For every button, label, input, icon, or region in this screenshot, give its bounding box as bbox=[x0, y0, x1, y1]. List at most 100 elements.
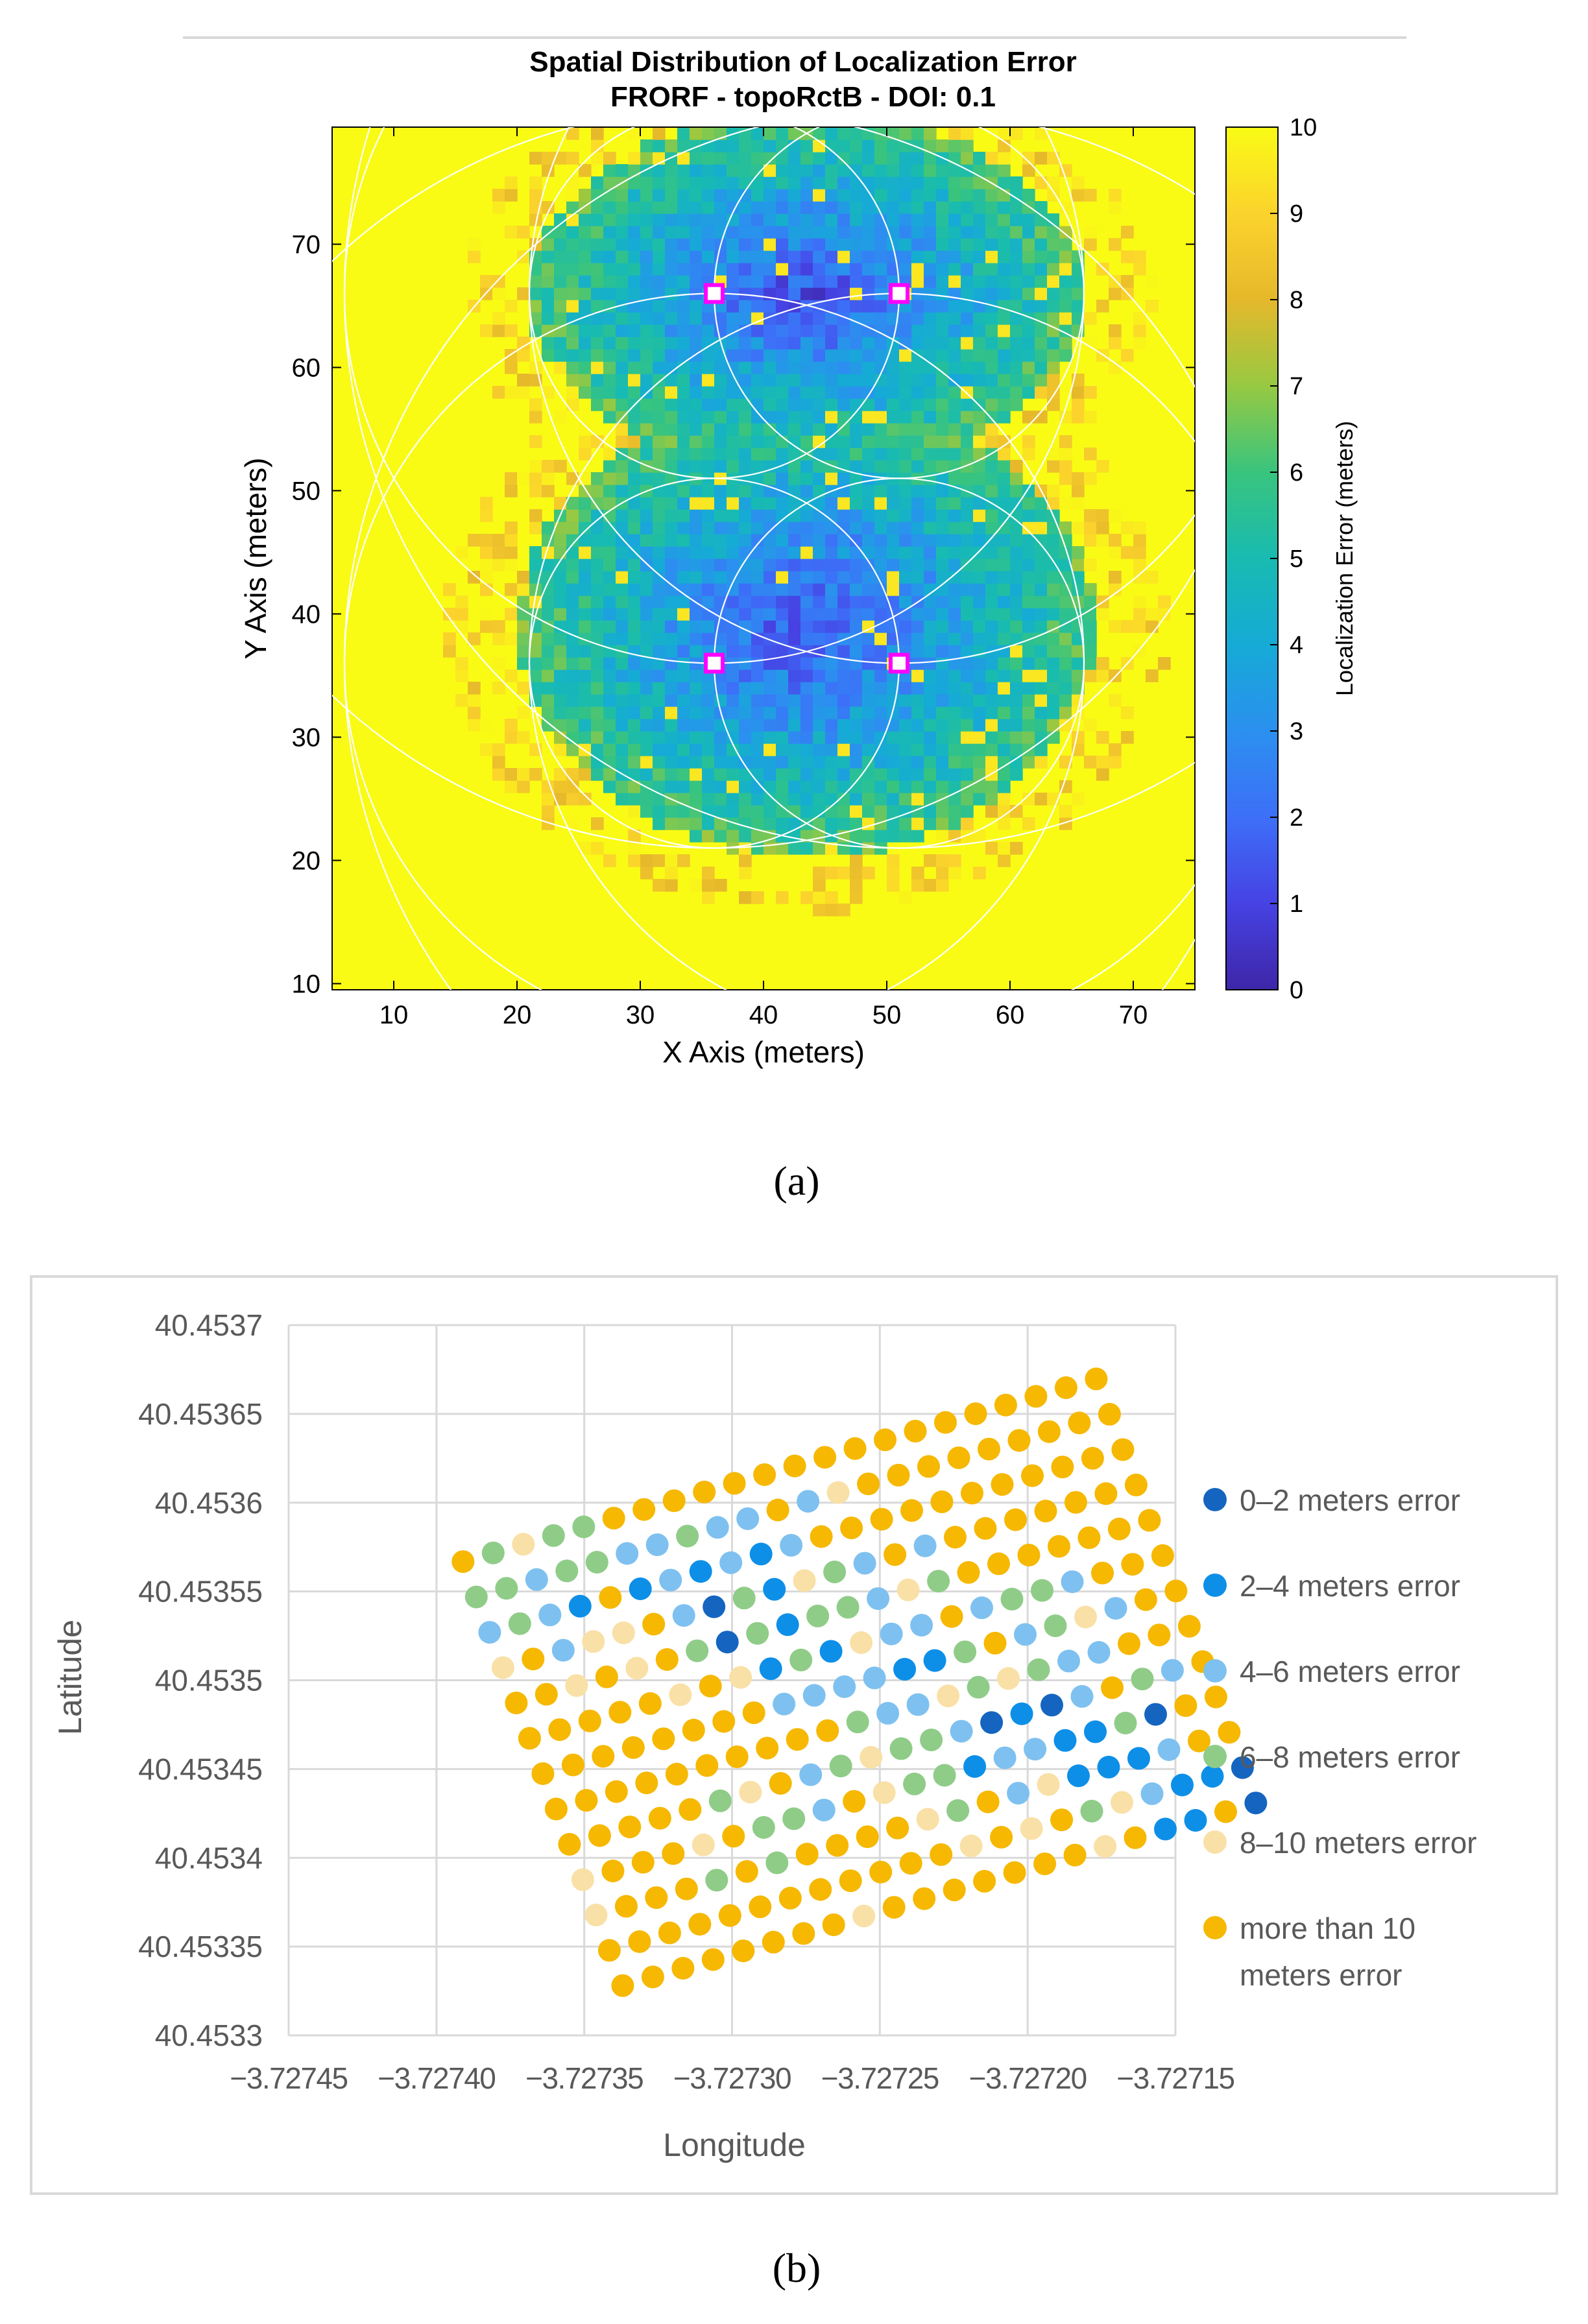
heatmap-cell bbox=[948, 632, 961, 645]
heatmap-cell bbox=[554, 768, 567, 781]
heatmap-cell bbox=[973, 780, 986, 793]
heatmap-cell bbox=[1022, 595, 1035, 608]
heatmap-cell bbox=[973, 793, 986, 806]
heatmap-cell bbox=[948, 854, 961, 867]
heatmap-cell bbox=[653, 312, 666, 325]
heatmap-cell bbox=[468, 238, 481, 251]
heatmap-cell bbox=[948, 546, 961, 559]
heatmap-cell bbox=[948, 226, 961, 239]
heatmap-cell bbox=[788, 558, 801, 571]
heatmap-cell bbox=[591, 139, 604, 152]
heatmap-cell bbox=[998, 238, 1011, 251]
heatmap-cell bbox=[899, 583, 912, 596]
heatmap-cell bbox=[899, 817, 912, 830]
heatmap-cell bbox=[739, 349, 752, 362]
heatmap-cell bbox=[985, 657, 998, 670]
heatmap-cell bbox=[825, 287, 838, 300]
heatmap-cell bbox=[874, 337, 887, 350]
heatmap-cell bbox=[591, 694, 604, 707]
heatmap-cell bbox=[764, 398, 776, 411]
heatmap-cell bbox=[677, 768, 690, 781]
data-point-5 bbox=[635, 1771, 658, 1795]
heatmap-cell bbox=[998, 583, 1011, 596]
data-point-2 bbox=[773, 1692, 796, 1716]
heatmap-cell bbox=[665, 386, 678, 399]
heatmap-cell bbox=[887, 213, 900, 226]
heatmap-cell bbox=[776, 287, 789, 300]
heatmap-cell bbox=[850, 485, 863, 497]
heatmap-cell bbox=[579, 226, 592, 239]
heatmap-cell bbox=[702, 448, 715, 461]
heatmap-cell bbox=[690, 780, 703, 793]
heatmap-cell bbox=[764, 472, 776, 485]
heatmap-cell bbox=[653, 423, 666, 436]
data-point-1 bbox=[963, 1755, 987, 1778]
data-point-5 bbox=[614, 1895, 638, 1918]
heatmap-cell bbox=[837, 521, 850, 534]
heatmap-cell bbox=[924, 571, 937, 584]
heatmap-cell bbox=[566, 472, 579, 485]
heatmap-cell bbox=[948, 706, 961, 719]
heatmap-cell bbox=[924, 854, 937, 867]
heatmap-cell bbox=[973, 287, 986, 300]
data-point-4 bbox=[692, 1833, 715, 1856]
data-point-5 bbox=[991, 1473, 1014, 1496]
heatmap-cell bbox=[727, 423, 740, 436]
heatmap-cell bbox=[616, 657, 629, 670]
heatmap-cell bbox=[985, 337, 998, 350]
heatmap-cell bbox=[542, 238, 555, 251]
heatmap-cell bbox=[862, 448, 875, 461]
heatmap-cell bbox=[862, 263, 875, 276]
heatmap-cell bbox=[1133, 534, 1146, 547]
heatmap-cell bbox=[936, 509, 949, 522]
heatmap-cell bbox=[468, 534, 481, 547]
data-point-2 bbox=[802, 1684, 826, 1707]
heatmap-cell bbox=[924, 435, 937, 448]
heatmap-cell bbox=[850, 201, 863, 214]
heatmap-cell bbox=[542, 152, 555, 165]
heatmap-cell bbox=[690, 645, 703, 658]
legend-marker bbox=[1203, 1574, 1227, 1597]
heatmap-cell bbox=[948, 312, 961, 325]
heatmap-cell bbox=[813, 521, 826, 534]
heatmap-cell bbox=[739, 830, 752, 843]
heatmap-cell bbox=[936, 571, 949, 584]
heatmap-cell bbox=[616, 361, 629, 374]
heatmap-cell bbox=[653, 386, 666, 399]
heatmap-cell bbox=[961, 768, 974, 781]
heatmap-cell bbox=[1022, 324, 1035, 337]
heatmap-cell bbox=[973, 521, 986, 534]
heatmap-cell bbox=[739, 706, 752, 719]
heatmap-cell bbox=[628, 632, 641, 645]
data-point-5 bbox=[943, 1878, 966, 1902]
heatmap-cell bbox=[899, 793, 912, 806]
heatmap-cell bbox=[776, 817, 789, 830]
heatmap-cell bbox=[874, 817, 887, 830]
heatmap-cell bbox=[788, 312, 801, 325]
heatmap-cell bbox=[825, 756, 838, 769]
heatmap-cell bbox=[998, 411, 1011, 424]
heatmap-cell bbox=[1059, 324, 1072, 337]
heatmap-cell bbox=[1072, 485, 1085, 497]
heatmap-cell bbox=[788, 719, 801, 732]
data-point-5 bbox=[1111, 1438, 1135, 1461]
data-point-4 bbox=[1094, 1835, 1117, 1858]
heatmap-cell bbox=[616, 583, 629, 596]
heatmap-cell bbox=[825, 398, 838, 411]
data-point-2 bbox=[706, 1516, 729, 1539]
coverage-ring bbox=[344, 127, 1195, 990]
heatmap-cell bbox=[542, 719, 555, 732]
y-tick-label: 40.45355 bbox=[138, 1575, 263, 1609]
heatmap-cell bbox=[887, 337, 900, 350]
heatmap-cell bbox=[788, 780, 801, 793]
heatmap-cell bbox=[776, 201, 789, 214]
heatmap-cell bbox=[924, 324, 937, 337]
data-point-5 bbox=[648, 1806, 671, 1830]
heatmap-cell bbox=[492, 287, 505, 300]
heatmap-cell bbox=[628, 719, 641, 732]
heatmap-cell bbox=[714, 213, 727, 226]
y-tick-label: 40.4533 bbox=[155, 2019, 263, 2052]
data-point-5 bbox=[688, 1913, 712, 1936]
data-point-3 bbox=[1080, 1799, 1103, 1823]
